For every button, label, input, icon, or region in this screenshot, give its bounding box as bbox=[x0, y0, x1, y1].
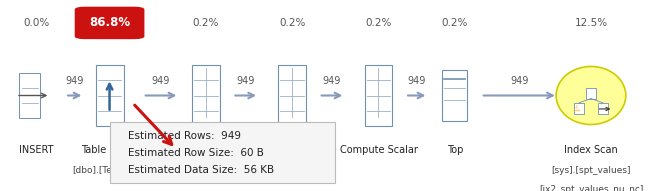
Text: Estimated Rows:  949: Estimated Rows: 949 bbox=[128, 131, 241, 141]
FancyBboxPatch shape bbox=[75, 7, 145, 39]
Text: Compute Scalar: Compute Scalar bbox=[167, 145, 245, 155]
FancyBboxPatch shape bbox=[365, 65, 392, 126]
Text: INSERT: INSERT bbox=[19, 145, 54, 155]
Text: [ix2_spt_values_nu_nc]: [ix2_spt_values_nu_nc] bbox=[539, 185, 643, 191]
Text: 949: 949 bbox=[236, 76, 255, 86]
Text: 86.8%: 86.8% bbox=[89, 16, 130, 29]
FancyBboxPatch shape bbox=[574, 103, 584, 114]
Text: Table Insert: Table Insert bbox=[81, 145, 138, 155]
FancyBboxPatch shape bbox=[598, 103, 608, 114]
Text: 0.2%: 0.2% bbox=[365, 18, 392, 28]
Text: 949: 949 bbox=[152, 76, 170, 86]
Text: Index Scan: Index Scan bbox=[564, 145, 618, 155]
Text: 0.2%: 0.2% bbox=[193, 18, 219, 28]
Text: [sys].[spt_values]: [sys].[spt_values] bbox=[551, 166, 631, 175]
FancyBboxPatch shape bbox=[96, 65, 124, 126]
Ellipse shape bbox=[556, 66, 626, 125]
Text: [dbo].[TestHeap]: [dbo].[TestHeap] bbox=[72, 166, 147, 175]
Text: Compute Scalar: Compute Scalar bbox=[253, 145, 331, 155]
Text: 949: 949 bbox=[510, 76, 529, 86]
Text: Estimated Row Size:  60 B: Estimated Row Size: 60 B bbox=[128, 148, 264, 158]
FancyBboxPatch shape bbox=[192, 65, 220, 126]
Text: ⚠: ⚠ bbox=[572, 104, 580, 113]
FancyBboxPatch shape bbox=[110, 122, 335, 183]
Text: 0.0%: 0.0% bbox=[23, 18, 50, 28]
Text: 0.2%: 0.2% bbox=[279, 18, 305, 28]
Text: 949: 949 bbox=[323, 76, 341, 86]
Text: Top: Top bbox=[447, 145, 463, 155]
Text: Estimated Data Size:  56 KB: Estimated Data Size: 56 KB bbox=[128, 165, 274, 175]
Text: 949: 949 bbox=[66, 76, 84, 86]
FancyBboxPatch shape bbox=[586, 87, 596, 99]
Text: 12.5%: 12.5% bbox=[574, 18, 608, 28]
FancyBboxPatch shape bbox=[278, 65, 306, 126]
Text: 0.2%: 0.2% bbox=[442, 18, 468, 28]
Text: 949: 949 bbox=[408, 76, 426, 86]
Text: Compute Scalar: Compute Scalar bbox=[339, 145, 418, 155]
FancyBboxPatch shape bbox=[442, 70, 467, 121]
FancyBboxPatch shape bbox=[19, 73, 41, 118]
